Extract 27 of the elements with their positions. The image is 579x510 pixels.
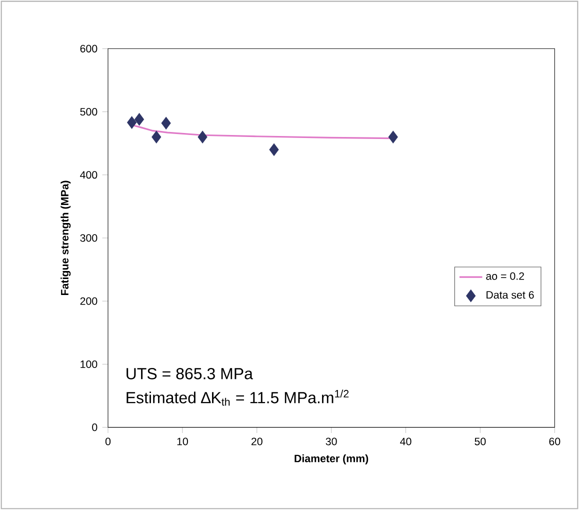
y-axis-title: Fatigue strength (MPa) (60, 180, 71, 296)
annotation: UTS = 865.3 MPa (126, 368, 253, 380)
point (388, 130, 398, 144)
point (152, 130, 162, 144)
x-tick-label: 10 (177, 438, 188, 446)
x-axis-title: Diameter (mm) (294, 454, 368, 464)
y-tick-label: 300 (80, 234, 98, 242)
point (161, 116, 171, 130)
y-tick-label: 600 (80, 44, 98, 52)
point (127, 116, 137, 129)
point (134, 113, 144, 126)
annotation: Estimated ∆K$_{th}$ = 11.5 MPa.m$^{1/2}$ (126, 390, 349, 406)
x-tick-label: 60 (549, 438, 560, 446)
legend-label: ao = 0.2 (486, 272, 524, 280)
point (198, 130, 208, 144)
y-tick-label: 0 (92, 424, 98, 432)
legend-label: Data set 6 (486, 291, 534, 299)
point (269, 143, 279, 156)
x-tick-label: 50 (474, 438, 486, 446)
x-tick-label: 40 (400, 438, 412, 446)
y-tick-label: 200 (80, 297, 98, 305)
x-tick-label: 30 (326, 438, 337, 446)
x-tick-label: 0 (105, 438, 111, 446)
x-tick-label: 20 (252, 438, 262, 446)
y-tick-label: 500 (80, 108, 98, 116)
y-tick-label: 400 (80, 171, 98, 179)
y-tick-label: 100 (80, 360, 98, 368)
